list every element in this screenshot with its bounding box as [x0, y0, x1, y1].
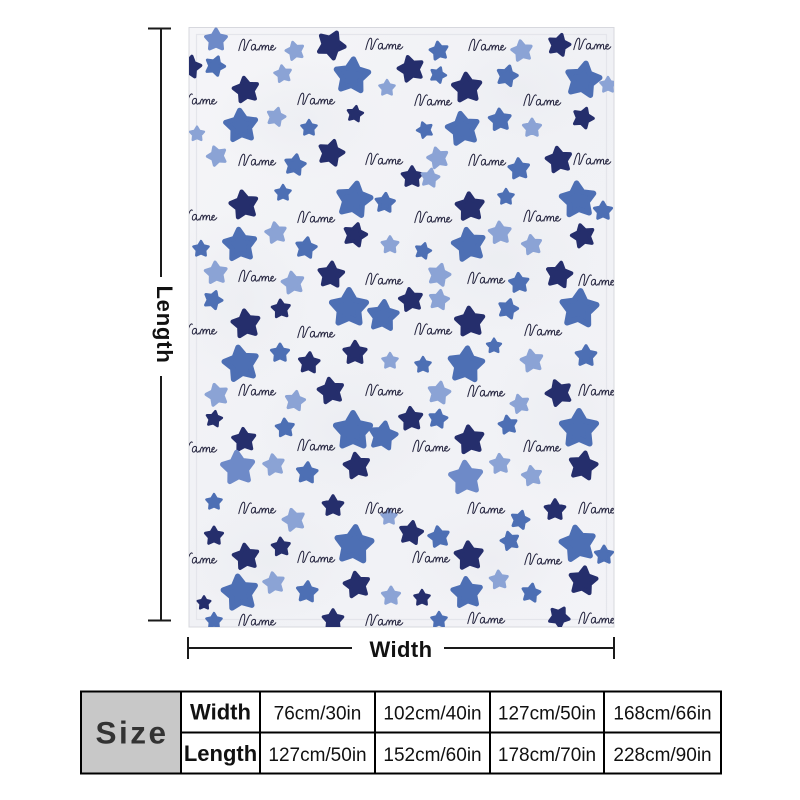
svg-text:Width: Width — [370, 637, 433, 662]
svg-text:102cm/40in: 102cm/40in — [383, 704, 481, 725]
svg-text:127cm/50in: 127cm/50in — [268, 745, 366, 766]
svg-text:Length: Length — [184, 741, 257, 766]
svg-text:228cm/90in: 228cm/90in — [613, 745, 711, 766]
svg-text:152cm/60in: 152cm/60in — [383, 745, 481, 766]
svg-text:Length: Length — [152, 285, 177, 363]
svg-text:Width: Width — [190, 700, 251, 725]
svg-text:76cm/30in: 76cm/30in — [274, 704, 362, 725]
svg-text:Size: Size — [95, 715, 168, 751]
svg-text:127cm/50in: 127cm/50in — [498, 704, 596, 725]
svg-text:168cm/66in: 168cm/66in — [613, 704, 711, 725]
svg-text:178cm/70in: 178cm/70in — [498, 745, 596, 766]
